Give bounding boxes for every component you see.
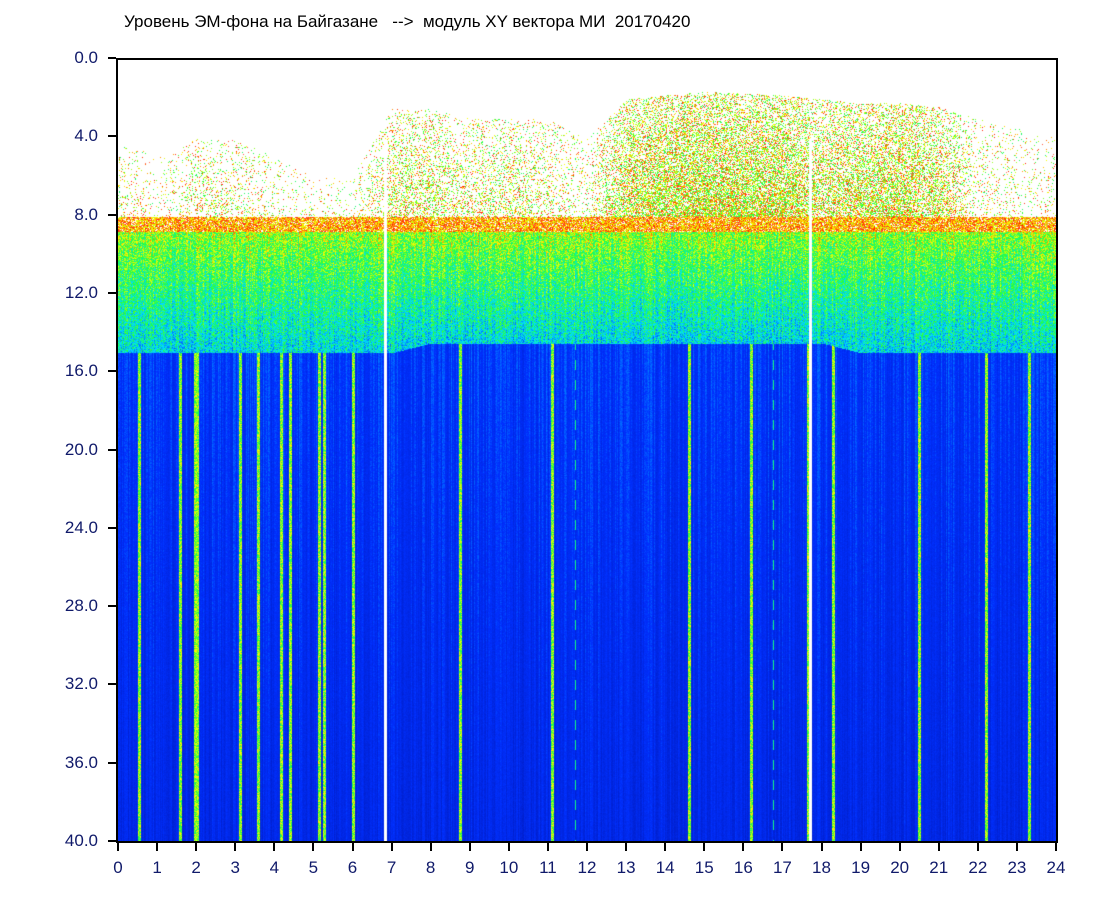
- x-tick: [703, 843, 706, 851]
- y-tick-label: 20.0: [64, 439, 98, 459]
- x-tick: [976, 843, 979, 851]
- x-tick: [507, 843, 510, 851]
- x-tick-label: 17: [772, 858, 792, 877]
- x-tick: [312, 843, 315, 851]
- x-tick-label: 5: [308, 858, 319, 877]
- x-tick-label: 19: [851, 858, 871, 877]
- x-tick: [468, 843, 471, 851]
- y-tick-label: 16.0: [64, 361, 98, 381]
- x-tick-label: 1: [152, 858, 162, 877]
- x-tick-label: 18: [812, 858, 831, 877]
- x-tick: [625, 843, 628, 851]
- y-tick-label: 0.0: [74, 48, 98, 67]
- y-tick: [108, 448, 116, 451]
- x-tick: [546, 843, 549, 851]
- x-tick-label: 14: [655, 858, 675, 877]
- y-tick: [108, 840, 116, 842]
- x-tick: [781, 843, 784, 851]
- x-tick-label: 4: [269, 858, 280, 877]
- y-tick: [108, 57, 116, 59]
- x-tick: [742, 843, 745, 851]
- x-tick-label: 3: [230, 858, 240, 877]
- y-tick: [108, 761, 116, 764]
- y-tick-label: 32.0: [64, 674, 98, 694]
- x-tick: [234, 843, 237, 851]
- x-tick-label: 15: [694, 858, 714, 877]
- y-tick-label: 40.0: [64, 831, 98, 850]
- x-tick: [1055, 843, 1057, 851]
- x-tick-label: 10: [499, 858, 519, 877]
- x-tick: [273, 843, 276, 851]
- x-tick: [1015, 843, 1018, 851]
- x-tick-label: 23: [1007, 858, 1027, 877]
- x-tick: [195, 843, 198, 851]
- x-tick-label: 8: [425, 858, 436, 877]
- y-tick-label: 36.0: [64, 752, 98, 772]
- y-tick: [108, 605, 116, 608]
- y-tick: [108, 213, 116, 216]
- x-tick: [429, 843, 432, 851]
- x-tick-label: 21: [929, 858, 949, 877]
- y-tick-label: 4.0: [74, 126, 98, 146]
- x-tick-label: 12: [577, 858, 597, 877]
- y-tick: [108, 526, 116, 529]
- x-tick: [156, 843, 159, 851]
- x-tick: [859, 843, 862, 851]
- chart-title: Уровень ЭМ-фона на Байгазане --> модуль …: [124, 12, 691, 31]
- y-tick: [108, 370, 116, 373]
- x-tick: [820, 843, 823, 851]
- x-tick-label: 7: [386, 858, 397, 877]
- x-tick: [664, 843, 667, 851]
- y-tick: [108, 291, 116, 294]
- x-tick-label: 22: [968, 858, 988, 877]
- x-tick: [390, 843, 393, 851]
- x-tick: [117, 843, 119, 851]
- x-tick-label: 16: [733, 858, 753, 877]
- x-tick-label: 0: [113, 858, 123, 877]
- x-tick-label: 6: [347, 858, 358, 877]
- x-tick-label: 9: [465, 858, 475, 877]
- x-tick-label: 20: [890, 858, 910, 877]
- y-tick-label: 24.0: [64, 517, 98, 537]
- x-tick-label: 24: [1046, 858, 1066, 877]
- y-tick: [108, 135, 116, 138]
- x-tick: [351, 843, 354, 851]
- x-tick-label: 2: [191, 858, 201, 877]
- x-tick-label: 13: [616, 858, 636, 877]
- x-tick: [937, 843, 940, 851]
- spectrogram-heatmap: [118, 60, 1056, 841]
- y-tick-label: 8.0: [74, 204, 98, 224]
- x-tick: [898, 843, 901, 851]
- x-tick-label: 11: [539, 858, 557, 877]
- x-tick: [586, 843, 588, 851]
- y-tick-label: 28.0: [64, 596, 98, 616]
- y-tick-label: 12.0: [64, 282, 98, 302]
- y-tick: [108, 683, 116, 686]
